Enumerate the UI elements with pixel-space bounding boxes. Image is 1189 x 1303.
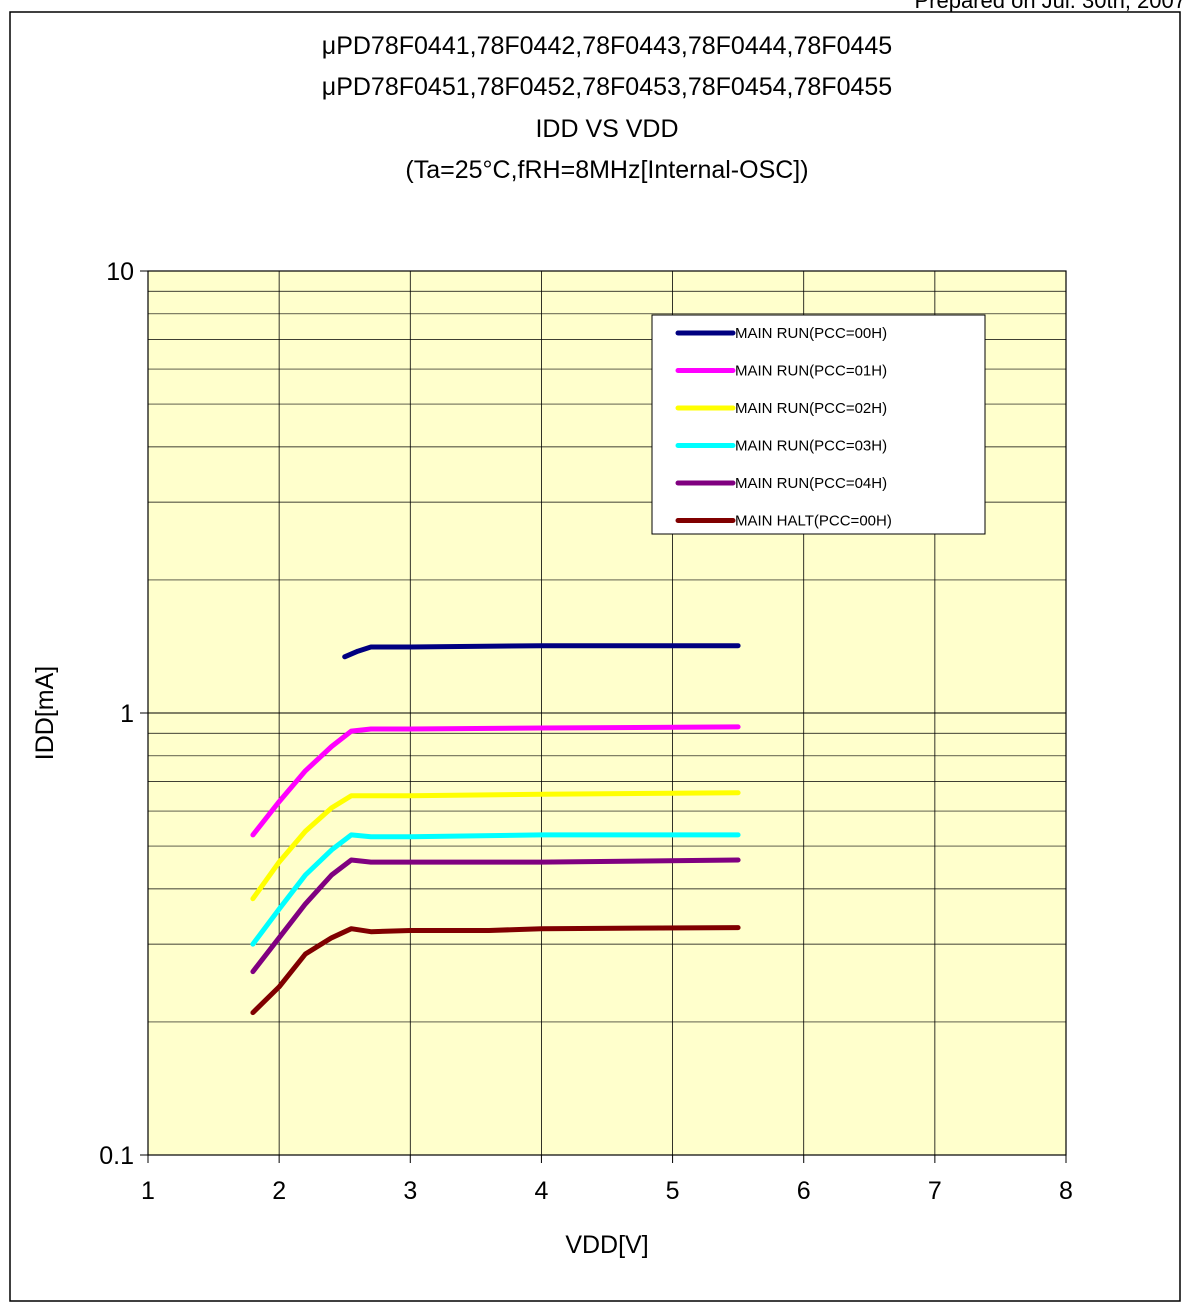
y-tick-label: 0.1 — [99, 1142, 134, 1170]
series-line-2 — [250, 724, 741, 838]
legend-label-6: MAIN HALT(PCC=00H) — [735, 513, 892, 530]
x-tick-label: 8 — [1059, 1177, 1073, 1205]
title-line-3: IDD VS VDD — [535, 115, 678, 143]
plot-border — [147, 270, 1067, 1156]
y-axis-title: IDD[mA] — [31, 666, 59, 760]
x-tick-label: 6 — [797, 1177, 811, 1205]
legend-label-4: MAIN RUN(PCC=03H) — [735, 438, 887, 455]
legend-label-1: MAIN RUN(PCC=00H) — [735, 325, 887, 342]
x-tick-label: 3 — [403, 1177, 417, 1205]
series-line-3 — [250, 790, 741, 902]
series-line-6 — [250, 925, 741, 1016]
series-line-1 — [342, 643, 741, 660]
legend-label-2: MAIN RUN(PCC=01H) — [735, 363, 887, 380]
legend-label-3: MAIN RUN(PCC=02H) — [735, 400, 887, 417]
y-tick-label: 10 — [106, 258, 134, 286]
x-tick-label: 2 — [272, 1177, 286, 1205]
header-note: Prepared on Jul. 30th, 2007 — [914, 0, 1186, 13]
legend: MAIN RUN(PCC=00H) MAIN RUN(PCC=01H) MAIN R… — [651, 314, 986, 535]
x-tick-label: 5 — [666, 1177, 680, 1205]
series-line-5 — [250, 857, 741, 975]
y-tick-label: 1 — [120, 700, 134, 728]
title-line-2: μPD78F0451,78F0452,78F0453,78F0454,78F04… — [322, 73, 892, 101]
legend-box — [651, 314, 986, 535]
title-line-1: μPD78F0441,78F0442,78F0443,78F0444,78F04… — [322, 32, 892, 60]
x-tick-label: 7 — [928, 1177, 942, 1205]
series-line-4 — [250, 832, 741, 947]
x-axis-title: VDD[V] — [565, 1231, 648, 1259]
x-tick-label: 1 — [141, 1177, 155, 1205]
chart-title: μPD78F0441,78F0442,78F0443,78F0444,78F04… — [322, 32, 892, 184]
series-lines — [250, 643, 741, 1016]
title-line-4: (Ta=25°C,fRH=8MHz[Internal-OSC]) — [405, 156, 808, 184]
legend-label-5: MAIN RUN(PCC=04H) — [735, 475, 887, 492]
x-tick-label: 4 — [534, 1177, 548, 1205]
